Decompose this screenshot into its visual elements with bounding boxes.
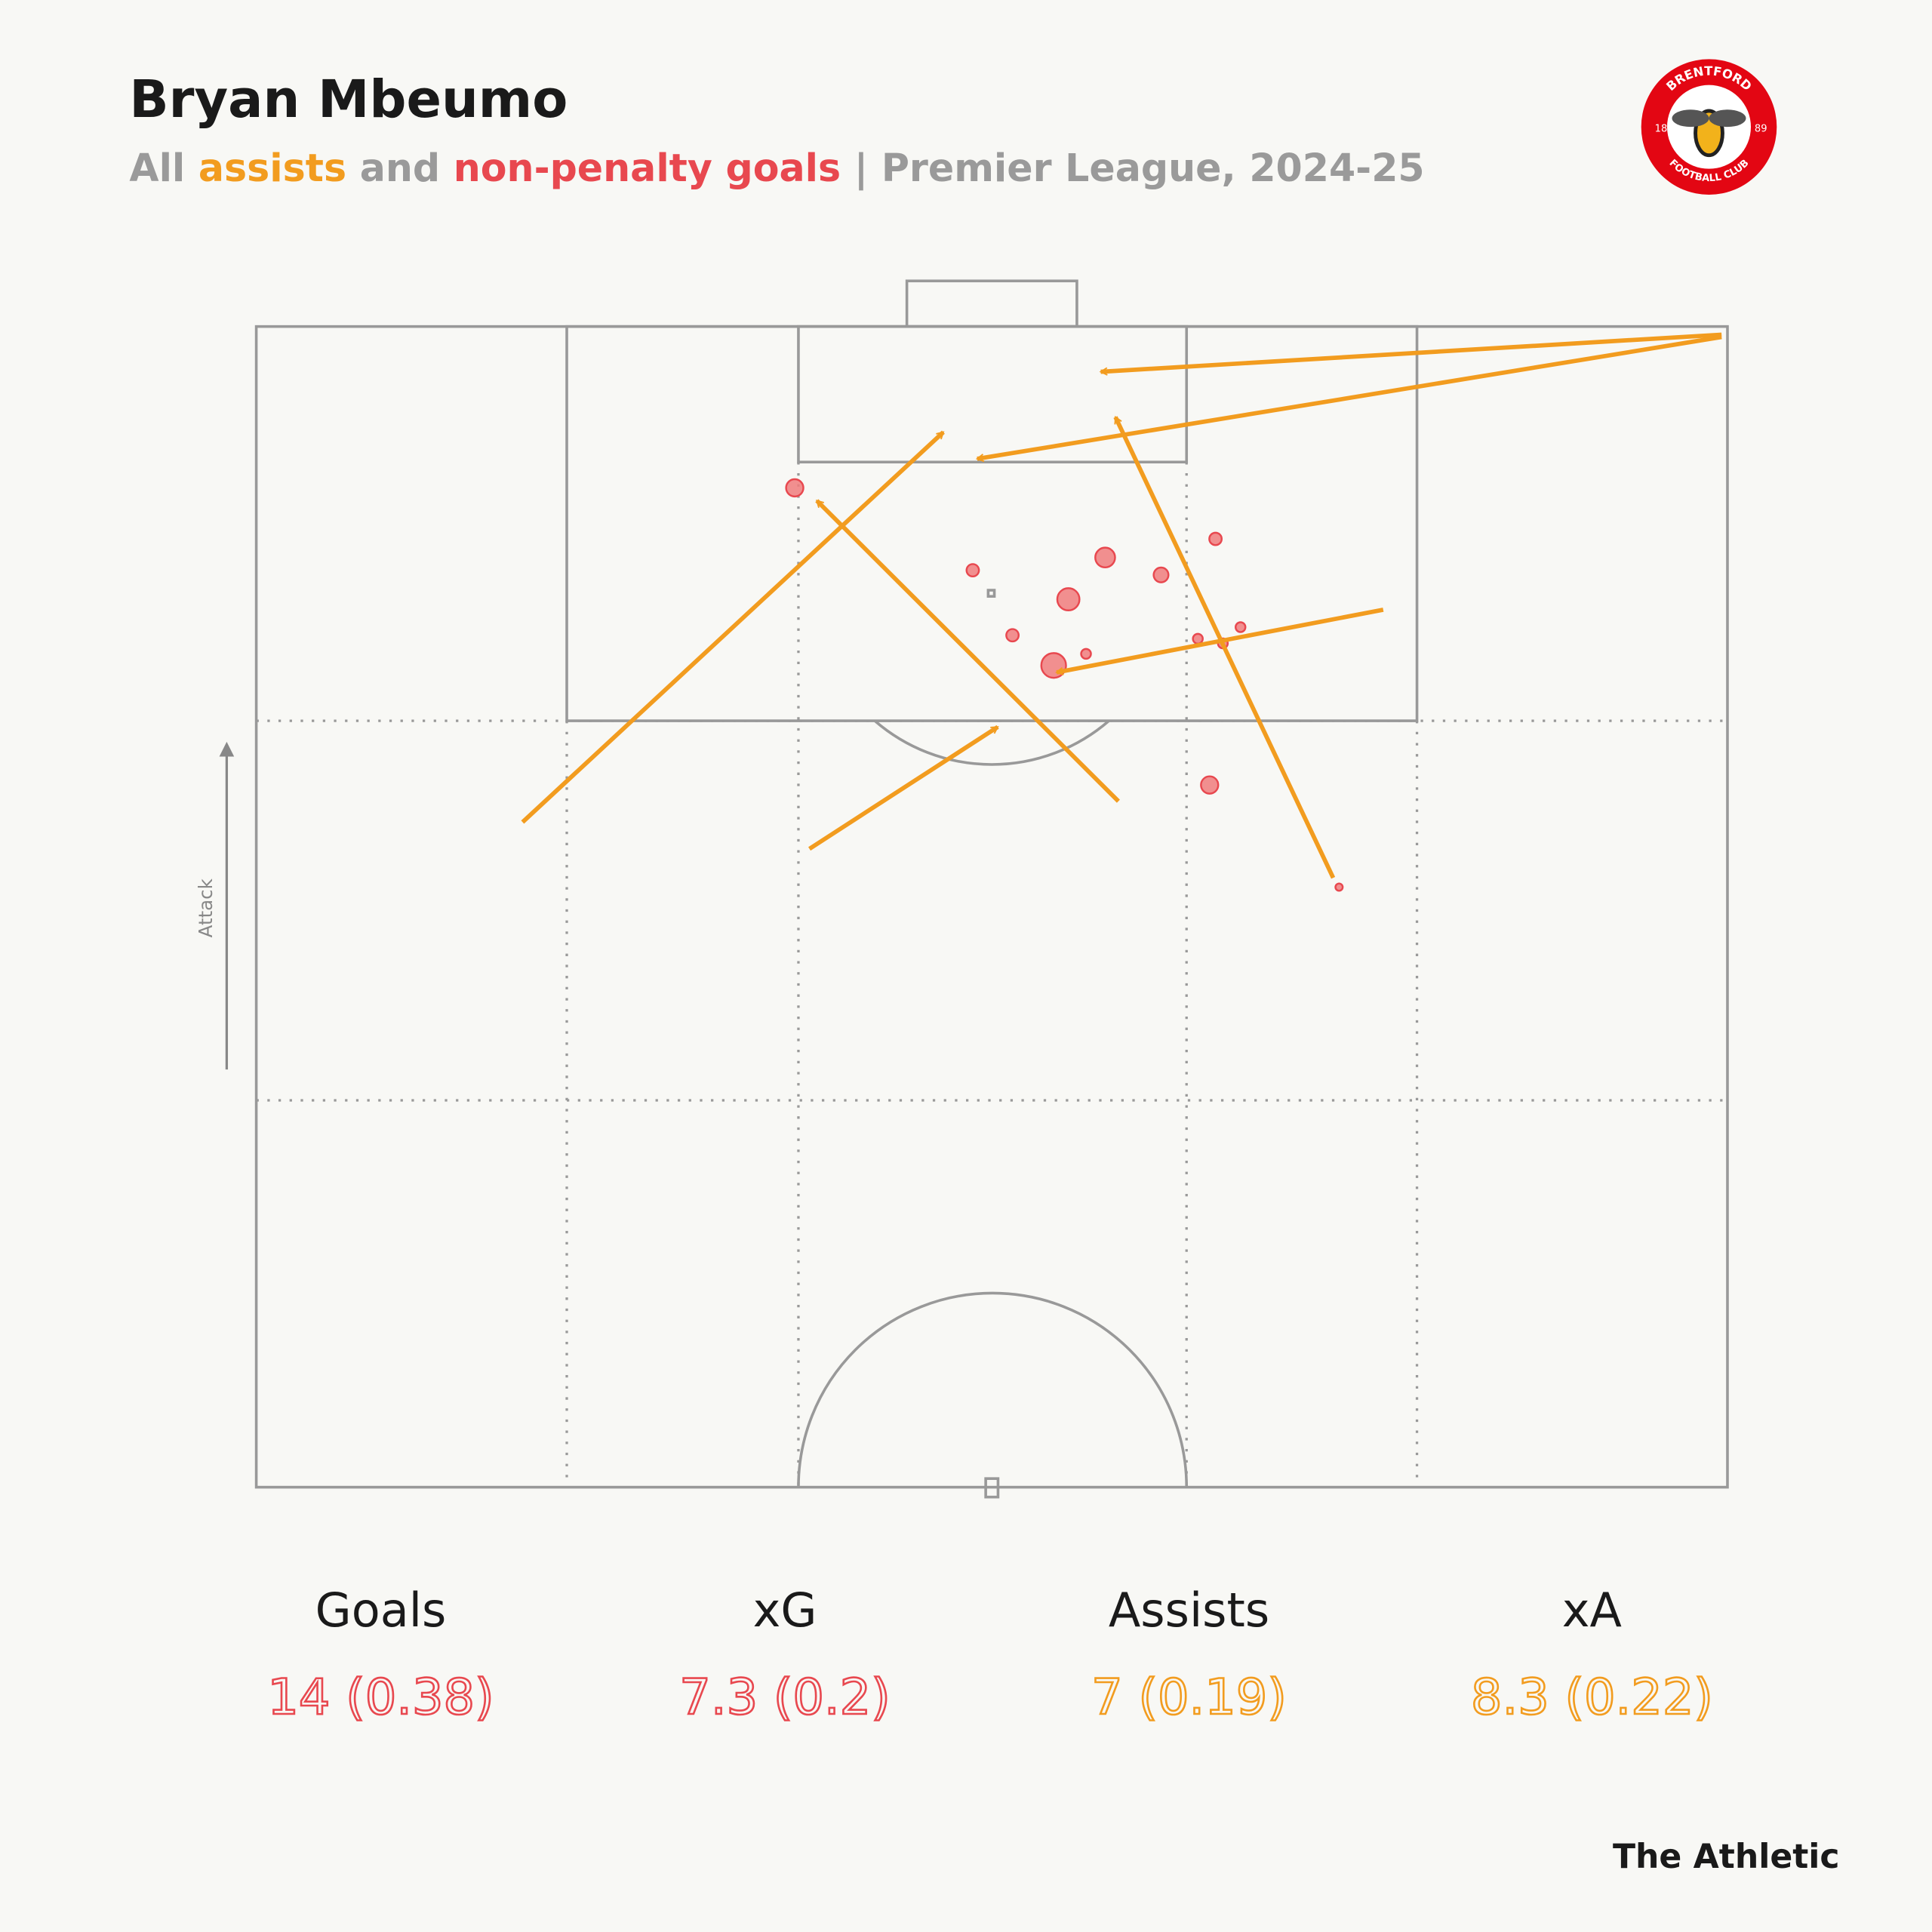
shot (1334, 882, 1344, 892)
shot (1200, 775, 1220, 795)
assist-arrow (1057, 608, 1384, 672)
logo-year: 89 (1755, 124, 1767, 135)
logo-wing (1709, 109, 1746, 128)
goal (905, 279, 1078, 328)
center-spot (984, 1477, 1000, 1499)
stat-value: 14 (0.38) (267, 1669, 494, 1726)
logo: BRENTFORD FOOTBALL CLUB 18 89 (1641, 59, 1777, 195)
subtitle-part: and (346, 146, 454, 190)
subtitle-part: non-penalty goals (454, 146, 841, 190)
marks (521, 332, 1722, 892)
attack-arrowhead (219, 741, 235, 757)
shot (1234, 621, 1247, 633)
shot (785, 478, 804, 498)
assist-arrow (977, 334, 1722, 458)
stat-label: xA (1562, 1583, 1622, 1638)
subtitle-part: assists (198, 146, 346, 190)
shot (1192, 632, 1204, 645)
source: The Athletic (1613, 1838, 1840, 1876)
shot (965, 563, 980, 578)
shot (1208, 531, 1223, 546)
logo-year: 18 (1655, 124, 1668, 135)
subtitle-part: | Premier League, 2024-25 (841, 146, 1425, 190)
stats: Goals 14 (0.38) xG 7.3 (0.2) Assists 7 (0.19)… (266, 1583, 1714, 1727)
stat-value: 7 (0.19) (1091, 1669, 1287, 1726)
shot (1056, 587, 1081, 611)
shot (1040, 652, 1067, 679)
assist-arrow (1101, 332, 1722, 371)
stat-label: Goals (315, 1583, 447, 1638)
penalty-spot (986, 589, 996, 598)
assist-arrow (815, 499, 1120, 803)
center-circle (797, 1291, 1189, 1487)
attack-label: Attack (195, 878, 217, 937)
assist-arrow (808, 724, 998, 851)
logo-wing (1672, 109, 1709, 128)
title: Bryan Mbeumo (129, 69, 568, 130)
stat-value: 7.3 (0.2) (679, 1669, 890, 1726)
subtitle: All assists and non-penalty goals | Prem… (129, 146, 1424, 190)
shot (1005, 628, 1020, 643)
pitch (254, 279, 1729, 1499)
stat-value: 8.3 (0.22) (1471, 1669, 1713, 1726)
shot (1152, 566, 1170, 583)
stat-label: Assists (1109, 1583, 1269, 1638)
penalty-arc (874, 719, 1110, 766)
shot (1094, 546, 1116, 569)
assist-arrow (521, 430, 945, 824)
shot (1080, 648, 1092, 660)
assist-arrow (1113, 417, 1336, 879)
subtitle-part: All (129, 146, 198, 190)
stat-label: xG (753, 1583, 817, 1638)
